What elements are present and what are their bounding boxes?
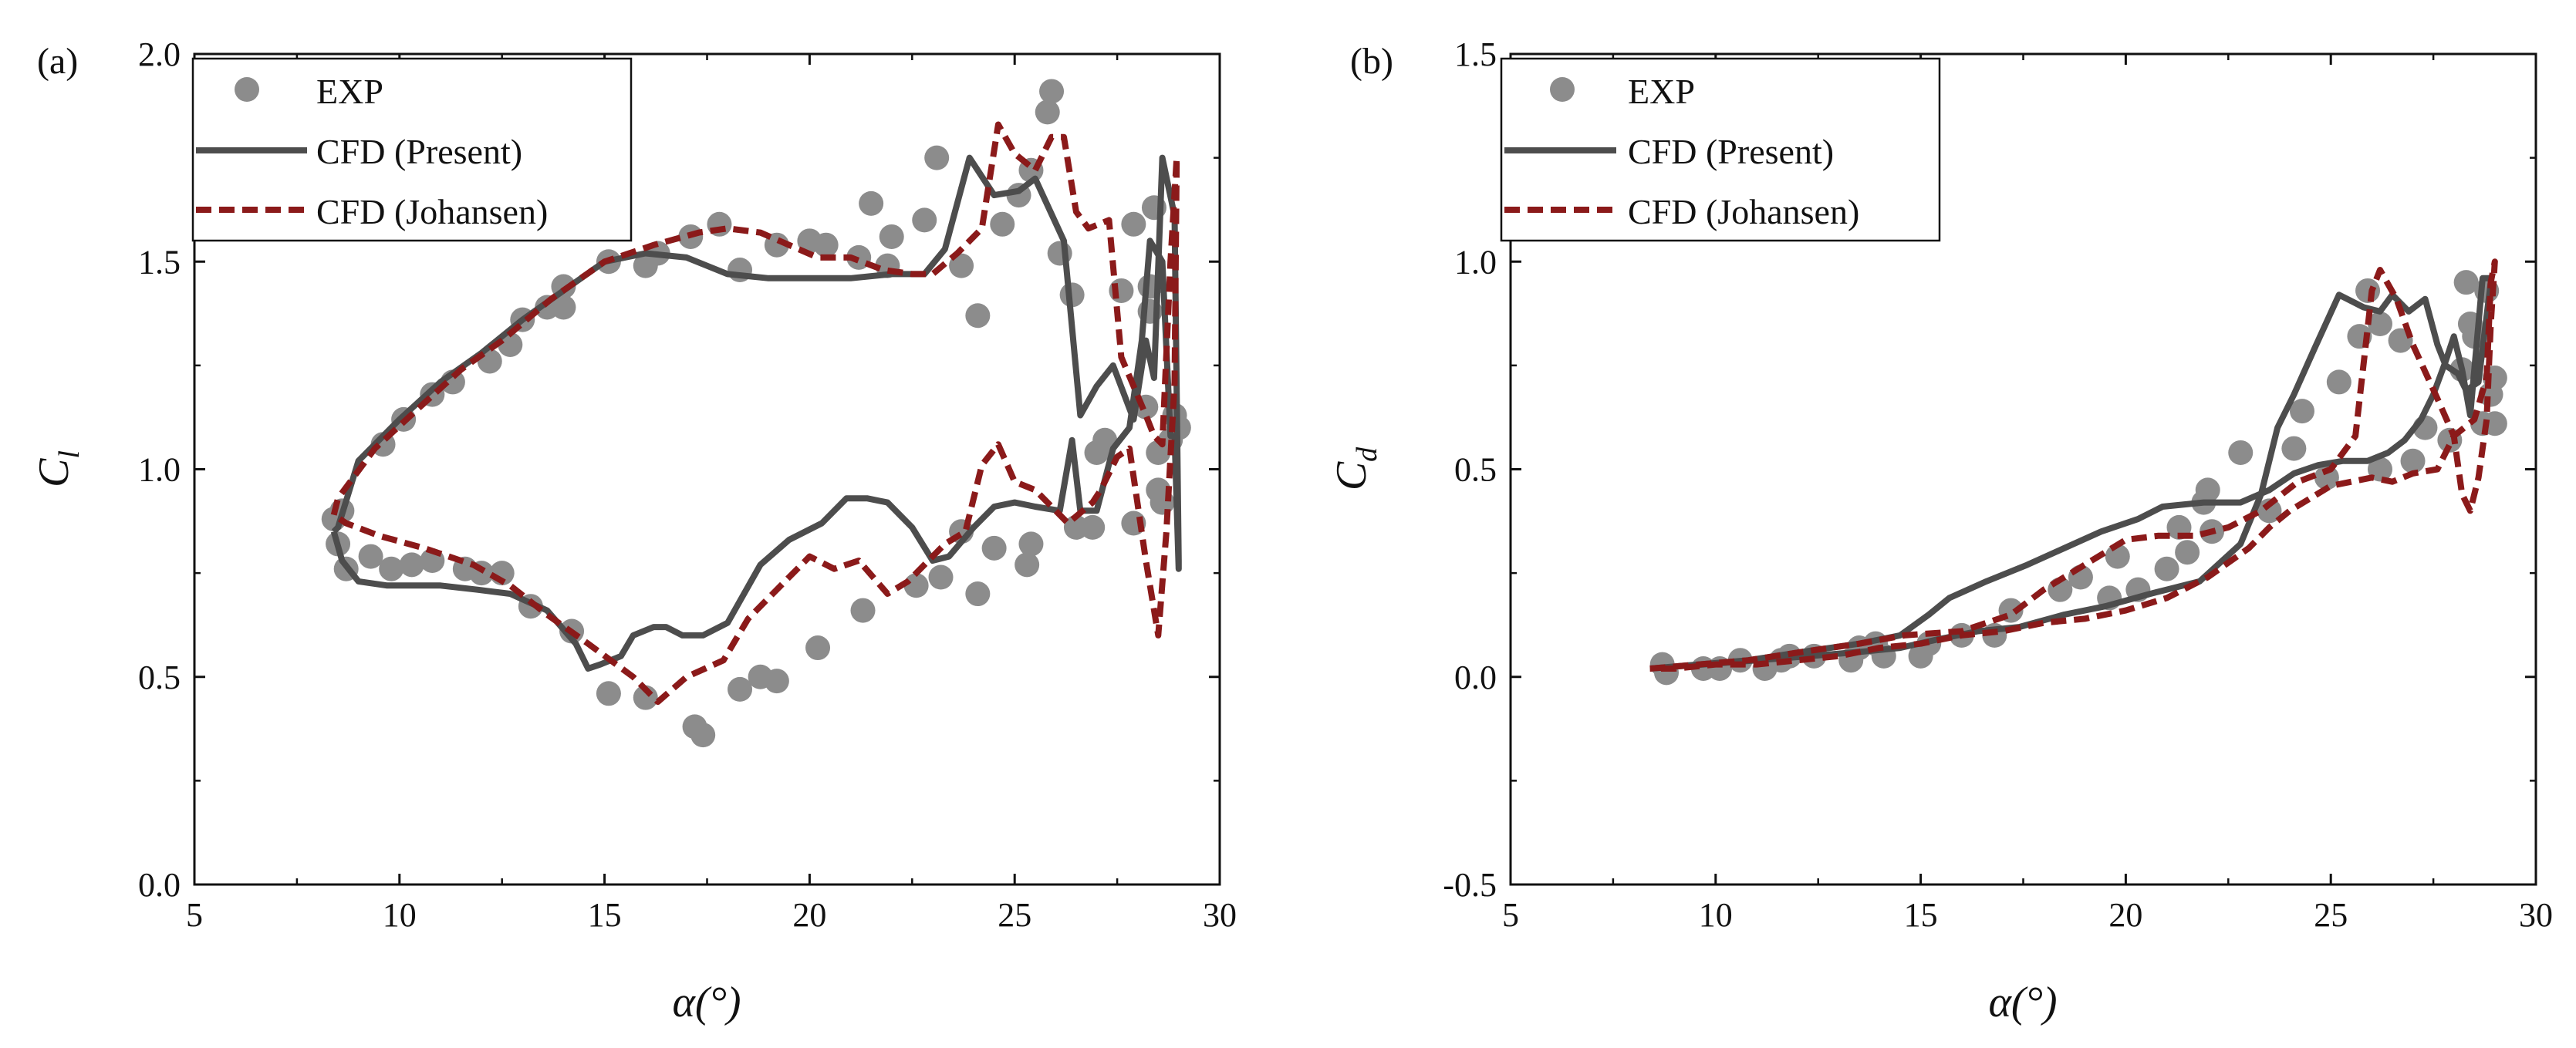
exp-data-point: [2257, 498, 2282, 524]
exp-data-point: [805, 635, 831, 661]
y-axis-title-sub: l: [53, 450, 86, 459]
legend-exp-marker: [235, 77, 259, 102]
axis-ticks: 5 10 15 20 25 30 -0.5 0.0 0.5 1.0 1.5: [1443, 35, 2553, 934]
exp-data-point: [2154, 556, 2179, 581]
y-axis-title: Cd: [1328, 446, 1383, 490]
exp-data-point: [2453, 270, 2479, 295]
legend: EXP CFD (Present) CFD (Johansen): [1500, 57, 1941, 242]
y-tick-label: -0.5: [1443, 866, 1497, 904]
exp-data-point: [1035, 99, 1060, 125]
exp-data-point: [2228, 440, 2254, 465]
exp-data-point: [2326, 369, 2351, 395]
x-tick-label: 30: [2519, 896, 2553, 934]
exp-data-point: [965, 303, 991, 329]
exp-data-point: [928, 564, 954, 590]
y-tick-label: 1.0: [1454, 243, 1497, 281]
exp-data-point: [2175, 540, 2200, 565]
legend-present-label: CFD (Present): [1628, 132, 1834, 171]
exp-data-point: [596, 681, 621, 706]
y-tick-label: 0.5: [138, 659, 181, 696]
exp-data-point: [813, 232, 839, 258]
exp-data-point: [358, 544, 383, 569]
y-tick-label: 1.0: [138, 451, 181, 489]
y-axis-title-main: C: [30, 458, 78, 487]
y-axis-title-sub: d: [1351, 446, 1383, 462]
exp-data-point: [2400, 448, 2426, 473]
exp-data-point: [2355, 278, 2381, 303]
chart-panel-a: (a) 5 10 15 20 25 30 0.0 0.5 1.0 1.5 2.0 α(°) Cl E…: [30, 35, 1237, 1026]
exp-data-point: [912, 207, 937, 233]
exp-data-point: [2195, 477, 2220, 503]
x-axis-title: α(°): [672, 979, 741, 1026]
x-tick-label: 20: [2108, 896, 2142, 934]
x-tick-label: 5: [186, 896, 203, 934]
y-axis-title: Cl: [30, 450, 86, 487]
legend-johansen-label: CFD (Johansen): [316, 192, 548, 231]
exp-data-point: [1080, 514, 1106, 540]
exp-data-point: [1121, 211, 1146, 237]
legend: EXP CFD (Present) CFD (Johansen): [191, 57, 633, 242]
exp-data-point: [399, 552, 424, 578]
legend-exp-marker: [1550, 77, 1575, 102]
exp-data-point: [1018, 531, 1044, 557]
legend-johansen-label: CFD (Johansen): [1628, 192, 1859, 231]
legend-exp-label: EXP: [1628, 72, 1695, 111]
x-tick-label: 15: [588, 896, 622, 934]
exp-data-point: [879, 224, 904, 249]
y-tick-label: 1.5: [1454, 35, 1497, 73]
data-layer: [1649, 258, 2507, 686]
x-tick-label: 10: [383, 896, 417, 934]
x-tick-label: 5: [1502, 896, 1519, 934]
x-tick-label: 30: [1203, 896, 1237, 934]
x-tick-label: 20: [792, 896, 826, 934]
chart-panel-b: (b) 5 10 15 20 25 30-0.50.00.51.01.5 α(°) Cd …: [1328, 35, 2553, 1026]
x-tick-label: 25: [2314, 896, 2348, 934]
exp-data-point: [728, 676, 753, 702]
exp-data-point: [2289, 399, 2314, 424]
legend-exp-label: EXP: [316, 72, 383, 111]
exp-data-point: [924, 145, 950, 170]
exp-data-point: [850, 598, 876, 623]
exp-data-point: [965, 581, 991, 607]
exp-data-point: [2105, 544, 2130, 569]
exp-data-point: [551, 295, 576, 320]
exp-data-point: [764, 232, 789, 258]
exp-data-point: [903, 573, 929, 598]
exp-data-point: [379, 556, 404, 581]
exp-data-point: [1015, 552, 1040, 578]
y-tick-label: 1.5: [138, 243, 181, 281]
axis-ticks: 5 10 15 20 25 30 0.0 0.5 1.0 1.5 2.0: [138, 35, 1237, 934]
exp-data-point: [1039, 79, 1065, 104]
y-tick-label: 0.5: [1454, 451, 1497, 489]
panel-label: (a): [37, 41, 78, 82]
exp-data-point: [2482, 411, 2507, 436]
panel-label: (b): [1350, 41, 1393, 82]
exp-data-point: [981, 535, 1007, 561]
exp-data-point: [764, 669, 789, 694]
exp-data-point: [990, 211, 1015, 237]
exp-data-point: [2367, 312, 2392, 337]
exp-data-point: [690, 723, 716, 748]
legend-present-label: CFD (Present): [316, 132, 522, 171]
cfd-johansen-line: [330, 121, 1180, 706]
exp-data-point: [2281, 436, 2307, 461]
y-tick-label: 0.0: [1454, 659, 1497, 696]
x-tick-label: 15: [1904, 896, 1938, 934]
exp-data-point: [859, 190, 884, 216]
y-tick-label: 2.0: [138, 35, 181, 73]
y-axis-title-main: C: [1328, 461, 1376, 490]
x-axis-title: α(°): [1988, 979, 2057, 1026]
y-tick-label: 0.0: [138, 866, 181, 904]
x-tick-label: 25: [998, 896, 1031, 934]
x-tick-label: 10: [1699, 896, 1733, 934]
exp-data-point: [949, 253, 974, 278]
data-layer: [321, 79, 1191, 748]
cfd-johansen-line: [1649, 258, 2498, 672]
